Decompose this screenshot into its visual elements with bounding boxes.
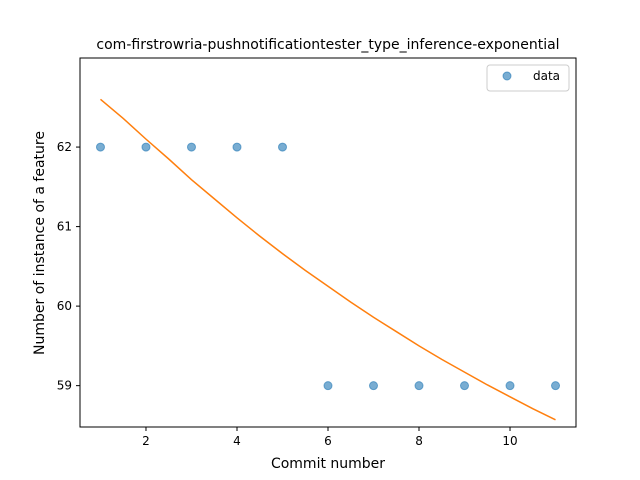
data-point bbox=[414, 381, 424, 391]
fit-line bbox=[99, 98, 556, 421]
data-point bbox=[141, 142, 151, 152]
legend-marker bbox=[502, 71, 512, 81]
data-point bbox=[95, 142, 105, 152]
y-tick-label: 59 bbox=[57, 379, 72, 393]
x-tick-label: 8 bbox=[415, 434, 423, 448]
x-axis-label: Commit number bbox=[271, 456, 385, 472]
x-tick-label: 4 bbox=[233, 434, 241, 448]
data-point bbox=[278, 142, 287, 152]
data-point bbox=[460, 381, 470, 391]
data-point bbox=[551, 381, 561, 391]
y-axis-label: Number of instance of a feature bbox=[32, 131, 48, 355]
axes-frame bbox=[79, 57, 577, 428]
y-axis: 59 60 61 62 bbox=[57, 140, 80, 393]
x-axis: 2 4 6 8 10 bbox=[142, 427, 518, 448]
data-point bbox=[232, 142, 242, 152]
legend-box bbox=[486, 64, 570, 92]
chart-title: com-firstrowria-pushnotificationtester_t… bbox=[96, 37, 559, 53]
data-point bbox=[186, 142, 196, 152]
data-point bbox=[369, 381, 378, 391]
y-tick-label: 62 bbox=[57, 140, 72, 154]
legend: data bbox=[486, 64, 570, 92]
legend-label-data: data bbox=[533, 69, 560, 83]
x-tick-label: 2 bbox=[142, 434, 150, 448]
x-tick-label: 10 bbox=[502, 434, 517, 448]
data-point bbox=[505, 381, 515, 391]
plot-area bbox=[95, 98, 561, 421]
y-tick-label: 61 bbox=[57, 220, 72, 234]
x-tick-label: 6 bbox=[324, 434, 332, 448]
y-tick-label: 60 bbox=[57, 299, 72, 313]
data-point bbox=[323, 381, 333, 391]
